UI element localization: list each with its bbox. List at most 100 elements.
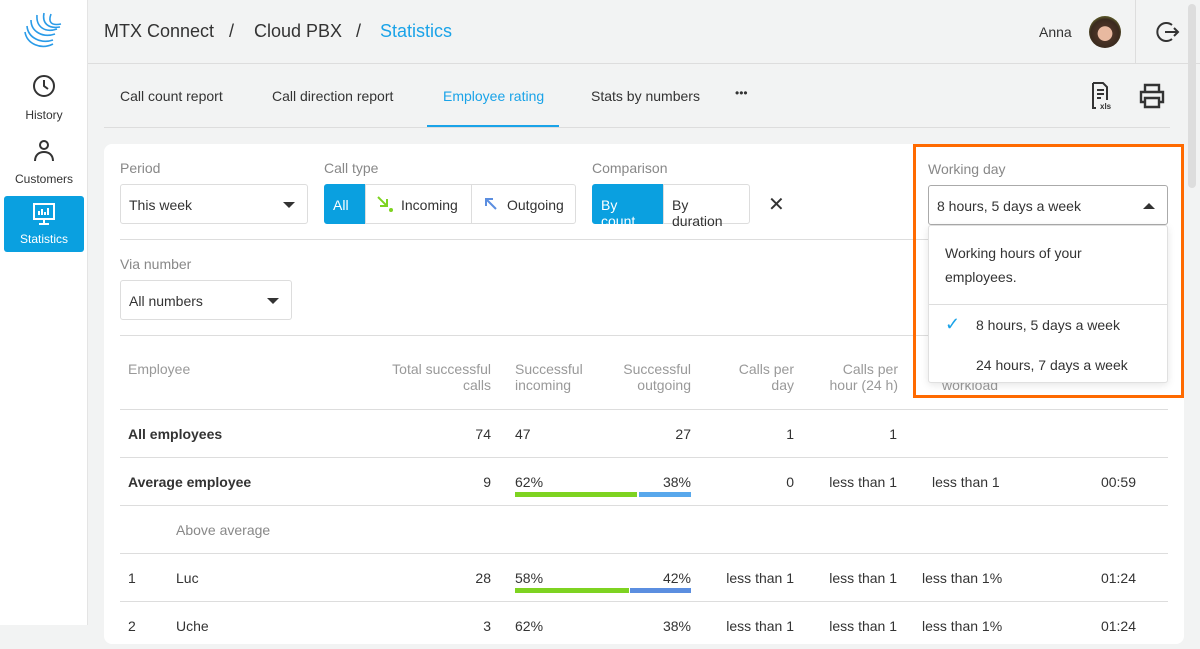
- comparison-by-duration[interactable]: By duration: [663, 184, 750, 229]
- table-row-average-employee: Average employee 9 62% 38% 0 less than 1…: [120, 457, 1168, 505]
- option-8-hours[interactable]: ✓ 8 hours, 5 days a week: [929, 306, 1167, 344]
- period-select[interactable]: This week: [120, 184, 308, 224]
- col-per-hour[interactable]: Calls per hour (24 h): [829, 361, 898, 393]
- tab-stats-by-numbers[interactable]: Stats by numbers: [591, 88, 700, 104]
- header: MTX Connect / Cloud PBX / Statistics Ann…: [88, 0, 1200, 64]
- tab-call-direction-report[interactable]: Call direction report: [272, 88, 394, 104]
- comparison-by-count[interactable]: By count: [592, 184, 663, 229]
- workload: less than 1%: [922, 618, 1003, 634]
- print-icon[interactable]: [1139, 83, 1165, 109]
- total-calls: 9: [483, 474, 491, 490]
- group-above-average: Above average: [120, 505, 1168, 553]
- call-type-all[interactable]: All: [324, 184, 365, 224]
- caret-down-icon: [267, 298, 279, 304]
- outgoing-calls: 27: [675, 426, 691, 442]
- sidebar-item-label: History: [25, 108, 63, 122]
- col-total[interactable]: Total successful calls: [392, 361, 491, 393]
- incoming-bar: [515, 492, 637, 497]
- period-value: This week: [129, 197, 193, 213]
- logo-icon: [24, 12, 62, 48]
- breadcrumb-separator: /: [229, 21, 235, 41]
- calls-per-hour: less than 1: [829, 570, 897, 586]
- tab-employee-rating[interactable]: Employee rating: [443, 88, 545, 104]
- incoming-arrow-icon: [377, 196, 393, 212]
- avg-time: 01:24: [1100, 618, 1136, 634]
- working-day-select[interactable]: 8 hours, 5 days a week: [928, 185, 1168, 225]
- employee-name: All employees: [128, 426, 223, 442]
- col-incoming[interactable]: Successful incoming: [515, 361, 583, 393]
- avg-time: 00:59: [1100, 474, 1136, 490]
- working-day-value: 8 hours, 5 days a week: [937, 198, 1081, 214]
- incoming-percent: 62%: [515, 618, 544, 634]
- incoming-bar: [515, 588, 629, 593]
- avg-time: 01:24: [1100, 570, 1136, 586]
- divider: [929, 304, 1167, 305]
- dropdown-hint: Working hours of your employees.: [945, 245, 1082, 285]
- avatar[interactable]: [1089, 16, 1121, 48]
- col-outgoing[interactable]: Successful outgoing: [623, 361, 691, 393]
- user-name[interactable]: Anna: [1039, 24, 1072, 40]
- rank: 1: [128, 570, 136, 586]
- more-tabs-icon[interactable]: •••: [735, 86, 748, 100]
- sidebar-item-statistics[interactable]: Statistics: [4, 196, 84, 252]
- person-icon: [34, 140, 54, 162]
- breadcrumb-separator: /: [356, 21, 362, 41]
- outgoing-percent: 42%: [662, 570, 691, 586]
- calls-per-hour: less than 1: [829, 474, 897, 490]
- employee-name: Average employee: [128, 474, 252, 490]
- working-day-highlight: Working day 8 hours, 5 days a week: [913, 144, 1184, 398]
- incoming-label: Incoming: [401, 197, 458, 213]
- via-number-select[interactable]: All numbers: [120, 280, 292, 320]
- breadcrumb-mtx-connect[interactable]: MTX Connect: [104, 21, 215, 41]
- call-type-outgoing[interactable]: Outgoing: [471, 184, 576, 224]
- divider: [120, 335, 1168, 336]
- table-row[interactable]: 1 Luc 28 58% 42% less than 1 less than 1…: [120, 553, 1168, 601]
- sidebar-item-customers[interactable]: Customers: [4, 136, 84, 192]
- report-tabs: Call count report Call direction report …: [104, 64, 1170, 128]
- caret-up-icon: [1143, 203, 1155, 209]
- outgoing-arrow-icon: [485, 198, 497, 210]
- active-tab-indicator: [427, 125, 559, 127]
- report-card: Period This week Call type All Incoming …: [104, 144, 1184, 644]
- tab-call-count-report[interactable]: Call count report: [120, 88, 223, 104]
- breadcrumb-statistics: Statistics: [380, 21, 453, 41]
- option-24-hours[interactable]: 24 hours, 7 days a week: [929, 346, 1167, 384]
- sidebar-item-history[interactable]: History: [4, 72, 84, 128]
- scrollbar[interactable]: [1188, 4, 1196, 188]
- incoming-percent: 62%: [515, 474, 544, 490]
- outgoing-label: Outgoing: [507, 197, 564, 213]
- call-type-incoming[interactable]: Incoming: [365, 184, 472, 224]
- table-row-all-employees: All employees 74 47 27 1 1: [120, 409, 1168, 457]
- outgoing-bar: [630, 588, 691, 593]
- workload: less than 1%: [922, 570, 1003, 586]
- incoming-calls: 47: [515, 426, 531, 442]
- outgoing-bar: [639, 492, 691, 497]
- clock-icon: [33, 75, 55, 97]
- option-label: 8 hours, 5 days a week: [976, 317, 1120, 333]
- via-number-label: Via number: [120, 256, 192, 272]
- divider: [1135, 0, 1136, 64]
- via-number-value: All numbers: [129, 293, 203, 309]
- sidebar-item-label: Customers: [14, 172, 73, 186]
- employee-name: Luc: [176, 570, 199, 586]
- col-per-day[interactable]: Calls per day: [738, 361, 794, 393]
- calls-per-day: 0: [786, 474, 794, 490]
- calls-per-day: less than 1: [726, 570, 794, 586]
- clear-filters-icon[interactable]: ✕: [768, 194, 785, 216]
- col-employee[interactable]: Employee: [128, 361, 191, 377]
- option-label: 24 hours, 7 days a week: [976, 357, 1128, 373]
- table-row[interactable]: 2 Uche 3 62% 38% less than 1 less than 1…: [120, 601, 1168, 649]
- rank: 2: [128, 618, 136, 634]
- sidebar-item-label: Statistics: [19, 232, 68, 246]
- incoming-percent: 58%: [515, 570, 544, 586]
- call-type-label: Call type: [324, 160, 379, 176]
- svg-text:xls: xls: [1100, 102, 1112, 110]
- divider: [120, 239, 1168, 240]
- logout-icon[interactable]: [1156, 20, 1180, 44]
- sidebar: History Customers Statistics: [0, 0, 88, 625]
- comparison-label: Comparison: [592, 160, 668, 176]
- breadcrumb-cloud-pbx[interactable]: Cloud PBX: [254, 21, 343, 41]
- calls-per-day: 1: [786, 426, 794, 442]
- calls-per-hour: 1: [889, 426, 897, 442]
- export-xls-icon[interactable]: xls: [1090, 82, 1118, 110]
